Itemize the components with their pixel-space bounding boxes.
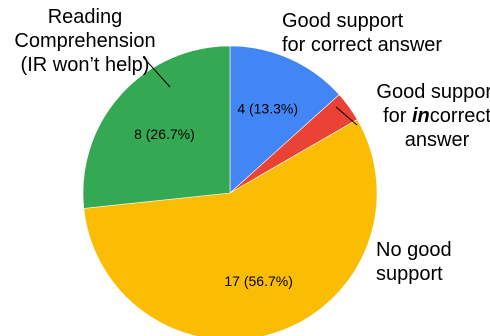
slice-value-labels: 4 (13.3%) 17 (56.7%) 8 (26.7%) <box>134 100 298 289</box>
leader-lines <box>142 56 358 126</box>
leader-line-2 <box>335 106 358 126</box>
pie-slice-3 <box>83 119 378 336</box>
slice-value-label-3: 17 (56.7%) <box>224 273 292 289</box>
leader-line-4 <box>142 56 171 88</box>
slice-value-label-1: 4 (13.3%) <box>237 100 298 116</box>
pie-slice-4 <box>82 45 231 209</box>
slice-category-label-2: Good support for incorrect answer <box>376 81 490 151</box>
slice-category-label-1: Good support for correct answer <box>282 10 442 56</box>
slice-value-label-4: 8 (26.7%) <box>134 126 195 142</box>
pie-slice-1 <box>229 45 340 194</box>
slice-category-labels: Good support for correct answer Good suppo… <box>14 6 490 285</box>
pie-slices <box>82 45 378 336</box>
slice-category-label-4: Reading Comprehension (IR won’t help) <box>14 6 155 76</box>
slice-category-label-3: No good support <box>376 239 452 285</box>
